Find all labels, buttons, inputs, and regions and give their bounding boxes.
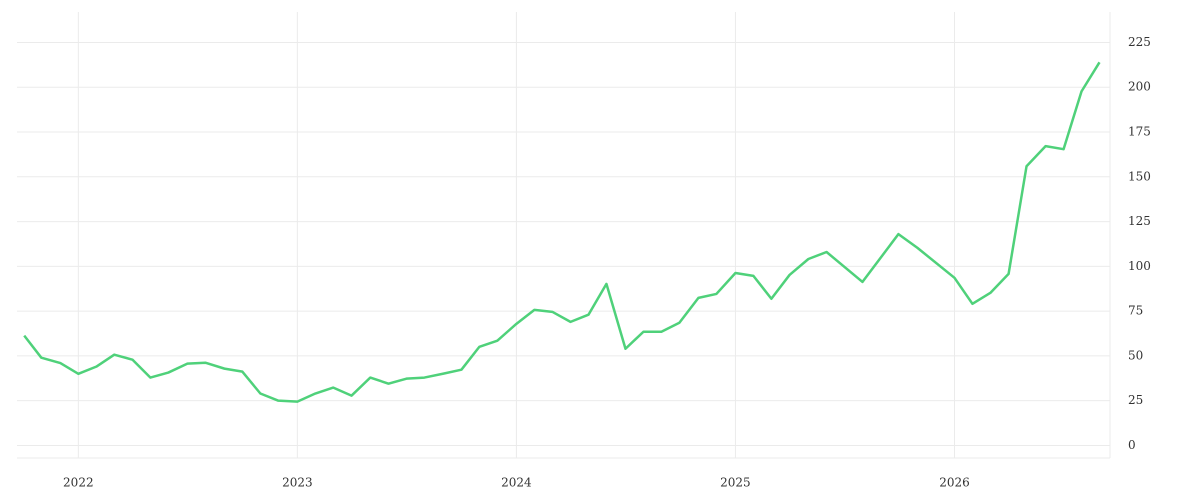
y-tick-label: 25 (1128, 393, 1143, 407)
y-tick-label: 0 (1128, 438, 1136, 452)
y-tick-label: 100 (1128, 259, 1151, 273)
line-series (23, 61, 1101, 403)
x-tick-label: 2025 (720, 476, 751, 490)
y-tick-label: 150 (1128, 169, 1151, 183)
x-tick-label: 2024 (501, 476, 532, 490)
y-tick-label: 225 (1128, 35, 1151, 49)
y-tick-label: 125 (1128, 214, 1151, 228)
y-tick-label: 200 (1128, 80, 1151, 94)
y-tick-label: 50 (1128, 348, 1143, 362)
y-tick-label: 175 (1128, 125, 1151, 139)
y-tick-label: 75 (1128, 304, 1143, 318)
x-tick-label: 2022 (63, 476, 94, 490)
x-tick-label: 2026 (939, 476, 970, 490)
x-tick-label: 2023 (282, 476, 313, 490)
